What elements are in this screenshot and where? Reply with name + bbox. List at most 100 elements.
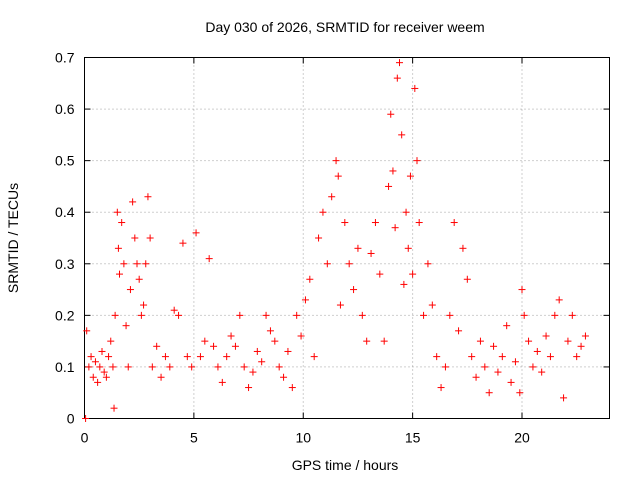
y-axis-label: SRMTID / TECUs	[5, 183, 21, 293]
data-point	[358, 311, 366, 319]
data-point	[424, 260, 432, 268]
data-point	[525, 337, 533, 345]
data-point	[503, 322, 511, 330]
data-point	[236, 311, 244, 319]
data-point	[129, 198, 137, 206]
data-point	[100, 368, 108, 376]
chart-title: Day 030 of 2026, SRMTID for receiver wee…	[205, 19, 484, 35]
data-point	[437, 384, 445, 392]
data-point	[498, 353, 506, 361]
data-point	[253, 347, 261, 355]
data-point	[546, 353, 554, 361]
y-tick-label: 0.4	[55, 204, 75, 220]
data-point	[113, 208, 121, 216]
data-point	[363, 337, 371, 345]
data-point	[109, 363, 117, 371]
data-point	[404, 244, 412, 252]
x-tick-label: 15	[405, 430, 421, 446]
data-point	[334, 172, 342, 180]
data-point	[120, 260, 128, 268]
data-point	[555, 296, 563, 304]
data-point	[518, 286, 526, 294]
data-point	[210, 342, 218, 350]
data-point	[354, 244, 362, 252]
data-point	[214, 363, 222, 371]
data-point	[406, 172, 414, 180]
data-point	[319, 208, 327, 216]
data-point	[400, 280, 408, 288]
data-point	[577, 342, 585, 350]
data-point	[402, 208, 410, 216]
data-point	[205, 255, 213, 263]
data-point	[170, 306, 178, 314]
data-point	[111, 311, 119, 319]
data-point	[131, 234, 139, 242]
plot-frame	[84, 57, 610, 419]
data-point	[102, 373, 110, 381]
data-point	[116, 270, 123, 278]
data-point	[367, 249, 375, 257]
data-point	[411, 84, 419, 92]
data-point	[573, 353, 581, 361]
data-point	[389, 167, 397, 175]
data-point	[481, 363, 489, 371]
data-point	[245, 384, 253, 392]
data-point	[249, 368, 257, 376]
x-tick-label: 10	[295, 430, 311, 446]
data-point	[345, 260, 353, 268]
data-point	[146, 234, 154, 242]
data-point	[179, 239, 187, 247]
data-point	[153, 342, 161, 350]
data-point	[201, 337, 209, 345]
data-point	[538, 368, 546, 376]
data-point	[118, 219, 126, 227]
data-point	[122, 322, 130, 330]
data-point	[490, 342, 498, 350]
y-tick-label: 0.7	[55, 50, 75, 66]
data-point	[240, 363, 248, 371]
data-point	[96, 363, 104, 371]
y-tick-label: 0	[67, 411, 75, 427]
data-point	[218, 378, 226, 386]
x-tick-label: 5	[190, 430, 198, 446]
data-point	[568, 311, 576, 319]
data-point	[227, 332, 235, 340]
data-point	[446, 311, 454, 319]
data-point	[306, 275, 314, 283]
data-point	[140, 301, 148, 309]
data-point	[332, 157, 340, 165]
y-tick-label: 0.3	[55, 256, 75, 272]
y-tick-label: 0.6	[55, 101, 75, 117]
data-point	[336, 301, 344, 309]
data-point	[533, 347, 541, 355]
data-point	[323, 260, 331, 268]
data-point	[135, 275, 143, 283]
data-point	[581, 332, 589, 340]
data-point	[542, 332, 550, 340]
grid-layer	[84, 57, 610, 419]
data-point	[520, 311, 528, 319]
tick-layer: 0 0.1 0.2 0.3 0.4 0.5 0.6 0.7 0 5 10 15 20	[55, 50, 610, 446]
data-point	[315, 234, 323, 242]
data-point	[428, 301, 436, 309]
x-axis-label: GPS time / hours	[292, 457, 399, 473]
data-point	[105, 353, 113, 361]
data-point	[161, 353, 169, 361]
data-point	[420, 311, 428, 319]
data-point	[476, 337, 484, 345]
data-point	[385, 182, 393, 190]
data-point	[89, 373, 97, 381]
data-point	[166, 363, 174, 371]
data-point	[396, 59, 403, 67]
y-tick-label: 0.2	[55, 307, 75, 323]
data-point	[301, 296, 309, 304]
data-point	[87, 353, 95, 361]
data-point	[82, 415, 90, 422]
data-point	[472, 373, 480, 381]
data-point	[293, 311, 301, 319]
data-point	[511, 358, 519, 366]
y-tick-label: 0.5	[55, 153, 75, 169]
data-point	[413, 157, 421, 165]
data-point	[341, 219, 349, 227]
data-point	[196, 353, 204, 361]
